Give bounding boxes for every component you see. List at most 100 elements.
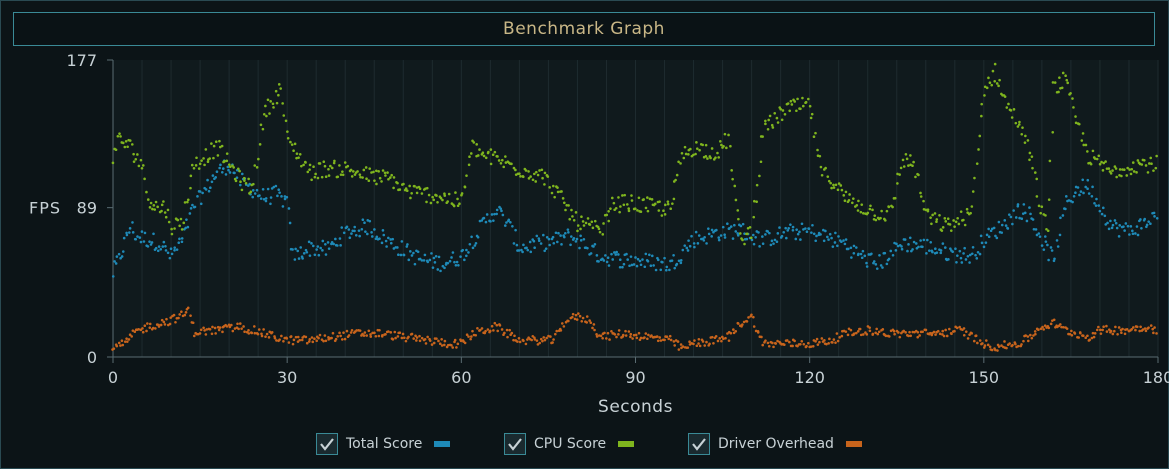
- data-point-2: [799, 343, 802, 346]
- data-point-2: [231, 329, 235, 333]
- data-point-2: [273, 336, 277, 340]
- data-point-0: [370, 231, 373, 234]
- data-point-0: [1093, 201, 1096, 205]
- data-point-0: [330, 240, 334, 244]
- data-point-1: [779, 107, 782, 111]
- data-point-2: [624, 329, 627, 333]
- data-point-1: [1135, 171, 1138, 174]
- data-point-1: [1155, 154, 1158, 158]
- data-point-0: [206, 178, 209, 182]
- data-point-0: [710, 235, 713, 238]
- data-point-0: [149, 243, 153, 246]
- data-point-0: [220, 171, 224, 174]
- data-point-1: [1074, 115, 1077, 118]
- data-point-1: [167, 220, 171, 224]
- legend-item-total-score[interactable]: Total Score: [316, 430, 451, 458]
- data-point-2: [250, 331, 254, 335]
- data-point-0: [822, 239, 826, 243]
- data-point-0: [332, 242, 335, 246]
- driver-overhead-checkbox[interactable]: [688, 433, 710, 455]
- data-point-0: [814, 239, 818, 243]
- data-point-0: [906, 249, 909, 253]
- data-point-0: [769, 243, 773, 247]
- data-point-0: [1064, 195, 1068, 198]
- data-point-2: [524, 342, 528, 346]
- data-point-1: [919, 195, 923, 198]
- data-point-2: [542, 336, 546, 339]
- data-point-0: [471, 246, 475, 250]
- data-point-2: [486, 328, 490, 331]
- data-point-0: [180, 240, 184, 244]
- data-point-0: [607, 264, 611, 267]
- data-point-0: [650, 254, 654, 258]
- data-point-1: [885, 209, 889, 213]
- data-point-1: [1017, 123, 1021, 126]
- data-point-0: [1049, 246, 1053, 249]
- data-point-2: [336, 335, 339, 338]
- data-point-1: [723, 132, 727, 136]
- data-point-1: [1007, 102, 1010, 106]
- data-point-2: [539, 337, 543, 341]
- data-point-1: [820, 173, 824, 177]
- data-point-1: [402, 182, 405, 186]
- data-point-2: [541, 339, 544, 343]
- data-point-0: [410, 254, 414, 257]
- data-point-1: [341, 170, 344, 173]
- data-point-0: [420, 259, 424, 262]
- data-point-2: [1090, 336, 1094, 340]
- data-point-1: [1046, 229, 1050, 233]
- data-point-0: [1082, 191, 1085, 195]
- data-point-0: [907, 243, 910, 246]
- data-point-1: [1140, 163, 1144, 166]
- data-point-0: [654, 268, 658, 272]
- total-score-checkbox[interactable]: [316, 433, 338, 455]
- data-point-0: [610, 252, 613, 256]
- data-point-2: [211, 325, 214, 329]
- data-point-1: [183, 201, 187, 204]
- data-point-1: [548, 186, 551, 189]
- data-point-2: [681, 345, 685, 348]
- data-point-2: [141, 330, 145, 334]
- data-point-0: [815, 234, 818, 238]
- data-point-2: [143, 324, 147, 328]
- data-point-1: [1060, 86, 1064, 90]
- data-point-2: [1077, 336, 1080, 339]
- data-point-1: [766, 127, 770, 131]
- data-point-0: [1074, 191, 1077, 195]
- data-point-1: [717, 156, 721, 159]
- data-point-1: [1115, 175, 1118, 179]
- data-point-2: [267, 336, 271, 339]
- data-point-1: [388, 176, 392, 179]
- data-point-0: [522, 243, 525, 247]
- data-point-2: [400, 336, 404, 340]
- data-point-2: [945, 334, 949, 338]
- data-point-2: [712, 341, 715, 345]
- data-point-1: [1033, 171, 1037, 174]
- data-point-2: [856, 330, 860, 333]
- data-point-0: [501, 213, 505, 217]
- data-point-1: [898, 173, 901, 176]
- data-point-2: [832, 338, 836, 341]
- data-point-0: [593, 242, 597, 246]
- data-point-0: [317, 253, 321, 257]
- data-point-2: [338, 331, 341, 335]
- data-point-1: [214, 140, 218, 144]
- data-point-0: [578, 246, 581, 250]
- legend-item-cpu-score[interactable]: CPU Score: [504, 430, 635, 458]
- data-point-1: [1118, 168, 1122, 171]
- data-point-0: [947, 258, 950, 261]
- data-point-1: [116, 134, 120, 138]
- data-point-0: [384, 239, 388, 243]
- data-point-0: [454, 263, 458, 267]
- legend-item-driver-overhead[interactable]: Driver Overhead: [688, 430, 862, 458]
- data-point-1: [1066, 81, 1070, 85]
- data-point-2: [854, 331, 858, 335]
- cpu-score-checkbox[interactable]: [504, 433, 526, 455]
- data-point-1: [795, 109, 798, 113]
- data-point-1: [834, 183, 838, 187]
- data-point-1: [926, 208, 930, 211]
- data-point-1: [1128, 168, 1131, 171]
- data-point-1: [689, 147, 692, 151]
- data-point-1: [137, 164, 141, 168]
- data-point-2: [865, 333, 869, 336]
